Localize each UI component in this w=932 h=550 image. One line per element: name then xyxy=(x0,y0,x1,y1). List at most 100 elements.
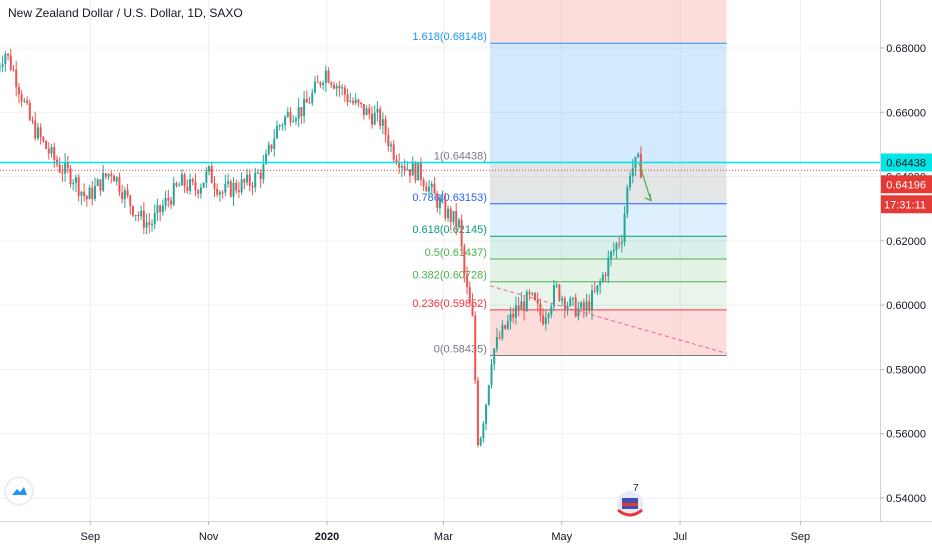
fib-zone xyxy=(489,236,727,259)
candle-body xyxy=(558,284,561,301)
candle-body xyxy=(256,172,259,174)
candle-body xyxy=(506,321,509,329)
candle-body xyxy=(523,301,526,312)
candle-body xyxy=(455,210,458,226)
candle-body xyxy=(45,140,48,149)
candle-body xyxy=(53,146,56,160)
candle-body xyxy=(322,83,325,86)
candle-body xyxy=(466,274,469,288)
candle-body xyxy=(588,301,591,311)
candle-body xyxy=(28,102,31,120)
candle-body xyxy=(501,325,504,339)
candle-body xyxy=(362,104,365,116)
candle-body xyxy=(292,121,295,123)
candle-body xyxy=(639,153,642,178)
candle-body xyxy=(620,242,623,244)
candle-body xyxy=(273,138,276,149)
candle-body xyxy=(495,337,498,349)
candle-body xyxy=(463,246,466,275)
candle-body xyxy=(531,293,534,295)
fib-level-label: 0.5(0.61437) xyxy=(425,247,487,259)
candle-body xyxy=(110,173,113,176)
candle-body xyxy=(517,305,520,310)
candle-body xyxy=(7,53,10,56)
x-tick-label: Nov xyxy=(199,531,219,543)
candle-body xyxy=(221,192,224,194)
candle-body xyxy=(161,205,164,212)
candle-body xyxy=(387,135,390,147)
candle-body xyxy=(186,186,189,191)
y-tick-label: 0.68000 xyxy=(886,43,926,55)
fib-level-label: 0(0.58435) xyxy=(434,343,487,355)
y-tick-label: 0.58000 xyxy=(886,364,926,376)
candle-body xyxy=(281,125,284,127)
candle-body xyxy=(430,183,433,187)
candle-body xyxy=(31,119,34,121)
logo-cloud-icon xyxy=(12,487,27,495)
y-tick-label: 0.60000 xyxy=(886,300,926,312)
candle-body xyxy=(525,292,528,312)
candle-body xyxy=(596,285,599,292)
x-tick-label: Sep xyxy=(81,531,101,543)
candle-body xyxy=(566,305,569,310)
candle-body xyxy=(498,337,501,339)
candle-body xyxy=(441,199,444,201)
candle-body xyxy=(129,195,132,207)
candle-body xyxy=(591,290,594,311)
fibonacci-extension[interactable]: 1.618(0.68148) 1(0.64438) 0.786(0.63153) 0.… xyxy=(412,0,727,356)
countdown-tag-bg xyxy=(881,195,932,214)
candle-body xyxy=(357,99,360,103)
candle-body xyxy=(574,297,577,317)
candle-body xyxy=(330,82,333,85)
candle-body xyxy=(395,159,398,163)
candle-body xyxy=(262,164,265,180)
x-tick-label: Mar xyxy=(434,531,453,543)
candle-body xyxy=(335,85,338,89)
candle-body xyxy=(246,174,249,183)
candle-body xyxy=(444,199,447,219)
candle-body xyxy=(319,82,322,86)
candle-body xyxy=(346,94,349,102)
candle-body xyxy=(629,176,632,188)
chart-title: New Zealand Dollar / U.S. Dollar, 1D, SA… xyxy=(8,6,243,20)
fib-zone xyxy=(489,43,727,163)
y-tick-label: 0.56000 xyxy=(886,429,926,441)
candle-body xyxy=(36,127,39,139)
candle-body xyxy=(610,251,613,258)
y-tick-label: 0.54000 xyxy=(886,493,926,505)
x-tick-label: May xyxy=(551,531,572,543)
candle-body xyxy=(142,210,145,228)
candle-body xyxy=(637,153,640,157)
candle-body xyxy=(12,69,15,71)
grid xyxy=(0,0,880,521)
candle-body xyxy=(107,173,110,177)
candle-body xyxy=(604,274,607,276)
candle-body xyxy=(267,144,270,154)
candle-body xyxy=(34,120,37,139)
candle-body xyxy=(123,190,126,200)
tradingview-logo[interactable] xyxy=(6,478,32,504)
drawings[interactable] xyxy=(0,161,880,354)
candles xyxy=(0,48,642,448)
candle-body xyxy=(577,307,580,317)
candle-body xyxy=(300,106,303,117)
candle-body xyxy=(170,200,173,205)
candle-body xyxy=(205,171,208,183)
candle-body xyxy=(265,153,268,165)
candle-body xyxy=(213,183,216,189)
candle-body xyxy=(555,284,558,286)
x-tick-label: 2020 xyxy=(315,531,339,543)
candle-body xyxy=(392,144,395,160)
candle-body xyxy=(77,177,80,196)
hline-price-tag: 0.64438 xyxy=(886,157,926,169)
candle-body xyxy=(582,302,585,311)
last-price-tag-bg xyxy=(881,175,932,194)
candle-body xyxy=(631,168,634,177)
candle-body xyxy=(457,219,460,226)
candle-body xyxy=(191,179,194,182)
candle-body xyxy=(365,108,368,116)
idea-author-avatar[interactable]: 7 xyxy=(614,483,648,520)
candle-body xyxy=(270,144,273,149)
